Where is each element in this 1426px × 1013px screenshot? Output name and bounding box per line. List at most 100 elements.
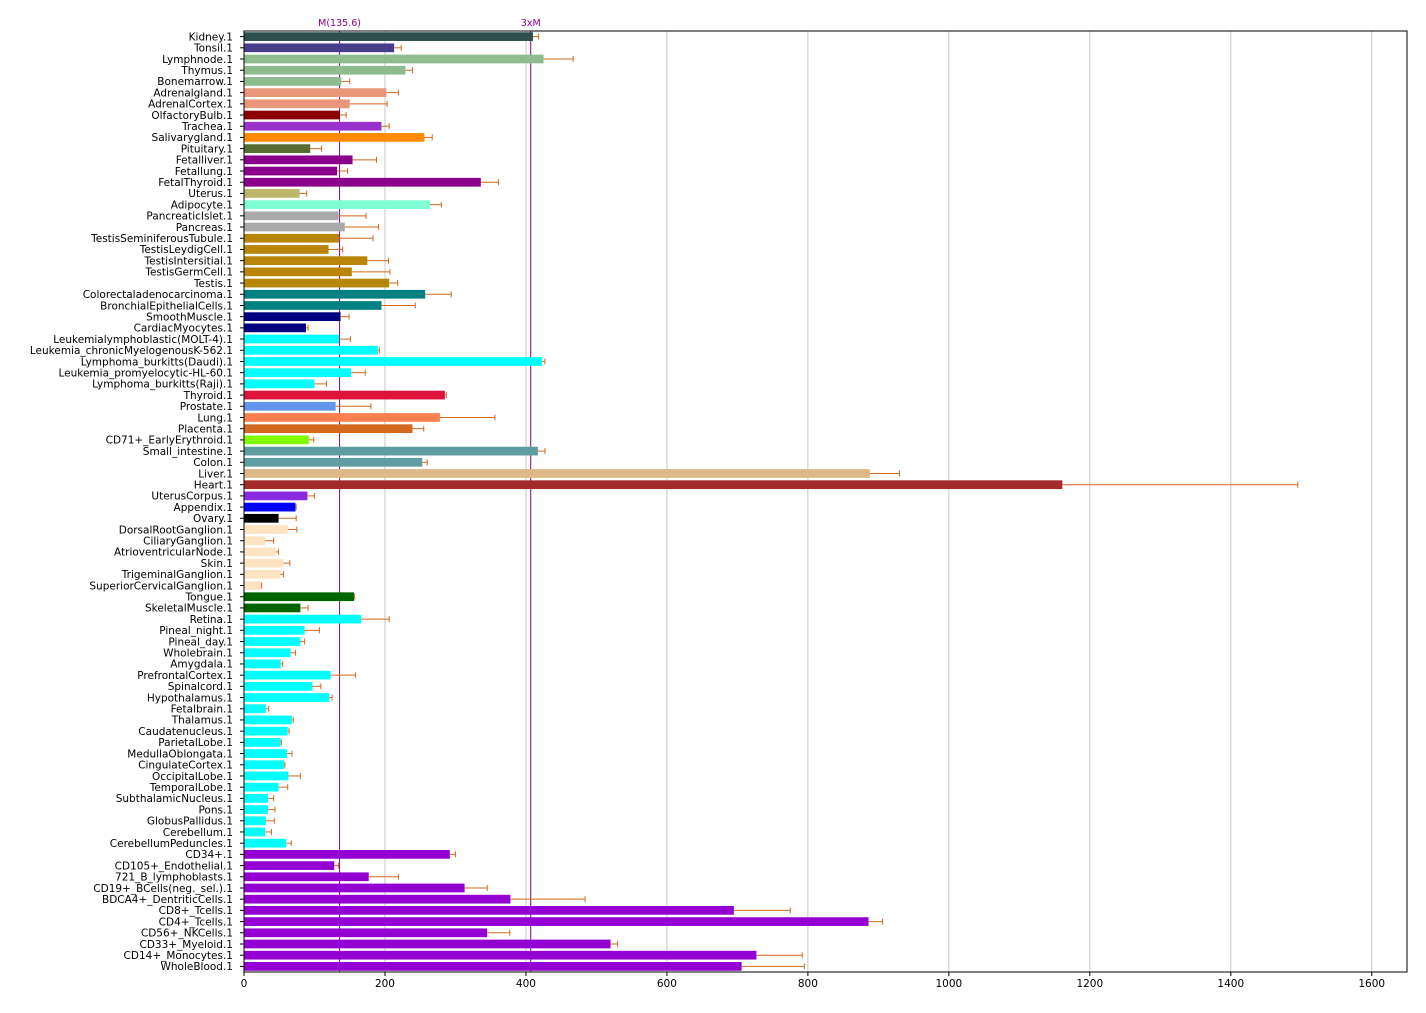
bar-subthalamicnucleus-1 (244, 793, 268, 803)
bar-cd71-earlyerythroid-1 (244, 435, 309, 445)
bar-thyroid-1 (244, 390, 445, 400)
bar-cd105-endothelial-1 (244, 861, 335, 870)
error-bar-cardiacmyocytes-1 (306, 324, 309, 331)
error-bar-cd19-bcells-neg-sel-1 (464, 884, 488, 891)
bar-pons-1 (244, 805, 268, 814)
reference-lines: M(135.6) 3xM (318, 18, 541, 972)
gridlines (384, 31, 1373, 972)
error-bar-fetalbrain-1 (265, 705, 270, 712)
error-bar-smoothmuscle-1 (340, 313, 350, 320)
bar-colorectaladenocarcinoma-1 (244, 289, 426, 299)
bar-adrenalgland-1 (244, 88, 387, 97)
error-bar-lung-1 (439, 414, 496, 421)
y-tick-label-cingulatecortex-1: CingulateCortex.1 (138, 760, 233, 772)
error-bar-superiorcervicalganglion-1 (260, 582, 263, 589)
error-bar-cingulatecortex-1 (284, 761, 286, 768)
error-bar-thalamus-1 (291, 716, 294, 723)
bar-uterus-1 (244, 189, 300, 198)
bar-pancreas-1 (244, 222, 345, 232)
error-bar-cd71-earlyerythroid-1 (308, 436, 315, 443)
bar-skeletalmuscle-1 (244, 603, 301, 613)
x-tick-label-1600: 1600 (1358, 978, 1385, 990)
y-tick-label-prostate-1: Prostate.1 (180, 401, 233, 413)
y-tick-label-721-b-lymphoblasts-1: 721_B_lymphoblasts.1 (115, 872, 233, 884)
bar-cd19-bcells-neg-sel-1 (244, 883, 465, 893)
y-tick-label-trachea-1: Trachea.1 (181, 121, 233, 133)
bar-testisleydigcell-1 (244, 245, 329, 254)
bar-testisgermcell-1 (244, 267, 352, 277)
y-tick-label-subthalamicnucleus-1: SubthalamicNucleus.1 (116, 793, 233, 805)
y-tick-label-kidney-1: Kidney.1 (189, 31, 233, 43)
y-tick-label-placenta-1: Placenta.1 (178, 423, 233, 435)
error-bar-testisleydigcell-1 (328, 246, 344, 253)
bar-cd4-tcells-1 (244, 917, 869, 926)
bar-globuspallidus-1 (244, 816, 266, 826)
bar-dorsalrootganglion-1 (244, 525, 288, 534)
bar-trachea-1 (244, 121, 382, 131)
bar-placenta-1 (244, 424, 413, 434)
error-bar-heart-1 (1062, 481, 1299, 488)
error-bar-tonsil-1 (394, 44, 402, 51)
y-tick-label-amygdala-1: Amygdala.1 (170, 659, 233, 671)
y-tick-label-fetalthyroid-1: FetalThyroid.1 (158, 177, 233, 189)
y-tick-label-testisgermcell-1: TestisGermCell.1 (144, 267, 233, 279)
y-tick-label-skin-1: Skin.1 (201, 558, 233, 570)
error-bar-thyroid-1 (444, 392, 447, 399)
y-tick-label-pituitary-1: Pituitary.1 (181, 143, 233, 155)
y-tick-label-leukemialymphoblastic-molt-4-1: Leukemialymphoblastic(MOLT-4).1 (53, 334, 233, 346)
y-tick-label-bonemarrow-1: Bonemarrow.1 (157, 76, 233, 88)
y-tick-label-uterus-1: Uterus.1 (188, 188, 233, 200)
error-bar-thymus-1 (405, 67, 413, 74)
error-bar-testisintersitial-1 (367, 257, 389, 264)
error-bar-pituitary-1 (310, 145, 323, 152)
reference-label-three-times-mean: 3xM (521, 18, 541, 29)
bar-pineal-day-1 (244, 637, 301, 646)
y-tick-label-globuspallidus-1: GlobusPallidus.1 (147, 816, 233, 828)
y-tick-label-ciliaryganglion-1: CiliaryGanglion.1 (143, 536, 233, 548)
bar-lymphoma-burkitts-raji-1 (244, 379, 315, 389)
y-tick-label-smoothmuscle-1: SmoothMuscle.1 (146, 311, 233, 323)
y-tick-label-pancreaticislet-1: PancreaticIslet.1 (146, 211, 233, 223)
error-bar-cd14-monocytes-1 (756, 952, 803, 959)
bar-tongue-1 (244, 592, 354, 602)
x-tick-label-1000: 1000 (935, 978, 962, 990)
bar-adrenalcortex-1 (244, 99, 350, 109)
bar-cd14-monocytes-1 (244, 950, 757, 960)
bar-lung-1 (244, 413, 440, 422)
error-bar-cd33-myeloid-1 (610, 940, 619, 947)
y-tick-label-dorsalrootganglion-1: DorsalRootGanglion.1 (119, 524, 233, 536)
bar-pancreaticislet-1 (244, 211, 339, 221)
y-tick-label-testisseminiferoustubule-1: TestisSeminiferousTubule.1 (90, 233, 233, 245)
x-tick-label-600: 600 (657, 978, 677, 990)
error-bar-skeletalmuscle-1 (300, 604, 309, 611)
error-bar-olfactorybulb-1 (339, 112, 347, 119)
error-bar-cd8-tcells-1 (733, 907, 791, 914)
bar-cingulatecortex-1 (244, 760, 285, 770)
bar-liver-1 (244, 469, 870, 478)
y-tick-label-medullaoblongata-1: MedullaOblongata.1 (127, 748, 233, 760)
y-tick-label-thalamus-1: Thalamus.1 (171, 715, 233, 727)
error-bar-fetalthyroid-1 (480, 179, 499, 186)
error-bar-hypothalamus-1 (329, 694, 333, 701)
y-tick-label-lymphnode-1: Lymphnode.1 (162, 54, 233, 66)
bar-testisseminiferoustubule-1 (244, 233, 340, 243)
y-tick-label-pineal-night-1: Pineal_night.1 (159, 625, 233, 637)
y-tick-label-fetalliver-1: Fetalliver.1 (176, 155, 233, 167)
bar-lymphnode-1 (244, 54, 544, 64)
error-bar-pancreaticislet-1 (338, 212, 367, 219)
error-bar-bronchialepithelialcells-1 (381, 302, 416, 309)
error-bar-testis-1 (389, 280, 399, 287)
y-tick-label-adrenalcortex-1: AdrenalCortex.1 (148, 99, 233, 111)
y-tick-label-cd33-myeloid-1: CD33+_Myeloid.1 (139, 939, 233, 951)
y-tick-label-cd71-earlyerythroid-1: CD71+_EarlyErythroid.1 (106, 435, 233, 447)
error-bar-fetallung-1 (337, 168, 349, 175)
x-tick-label-400: 400 (516, 978, 536, 990)
error-bar-trachea-1 (381, 123, 390, 130)
y-tick-label-ovary-1: Ovary.1 (193, 513, 233, 525)
error-bar-caudatenucleus-1 (287, 728, 290, 735)
y-tick-label-bronchialepithelialcells-1: BronchialEpithelialCells.1 (100, 300, 233, 312)
y-tick-label-thymus-1: Thymus.1 (180, 65, 233, 77)
y-tick-label-cd4-tcells-1: CD4+_Tcells.1 (159, 916, 233, 928)
error-bar-cerebellum-1 (265, 828, 272, 835)
bar-fetallung-1 (244, 166, 338, 176)
